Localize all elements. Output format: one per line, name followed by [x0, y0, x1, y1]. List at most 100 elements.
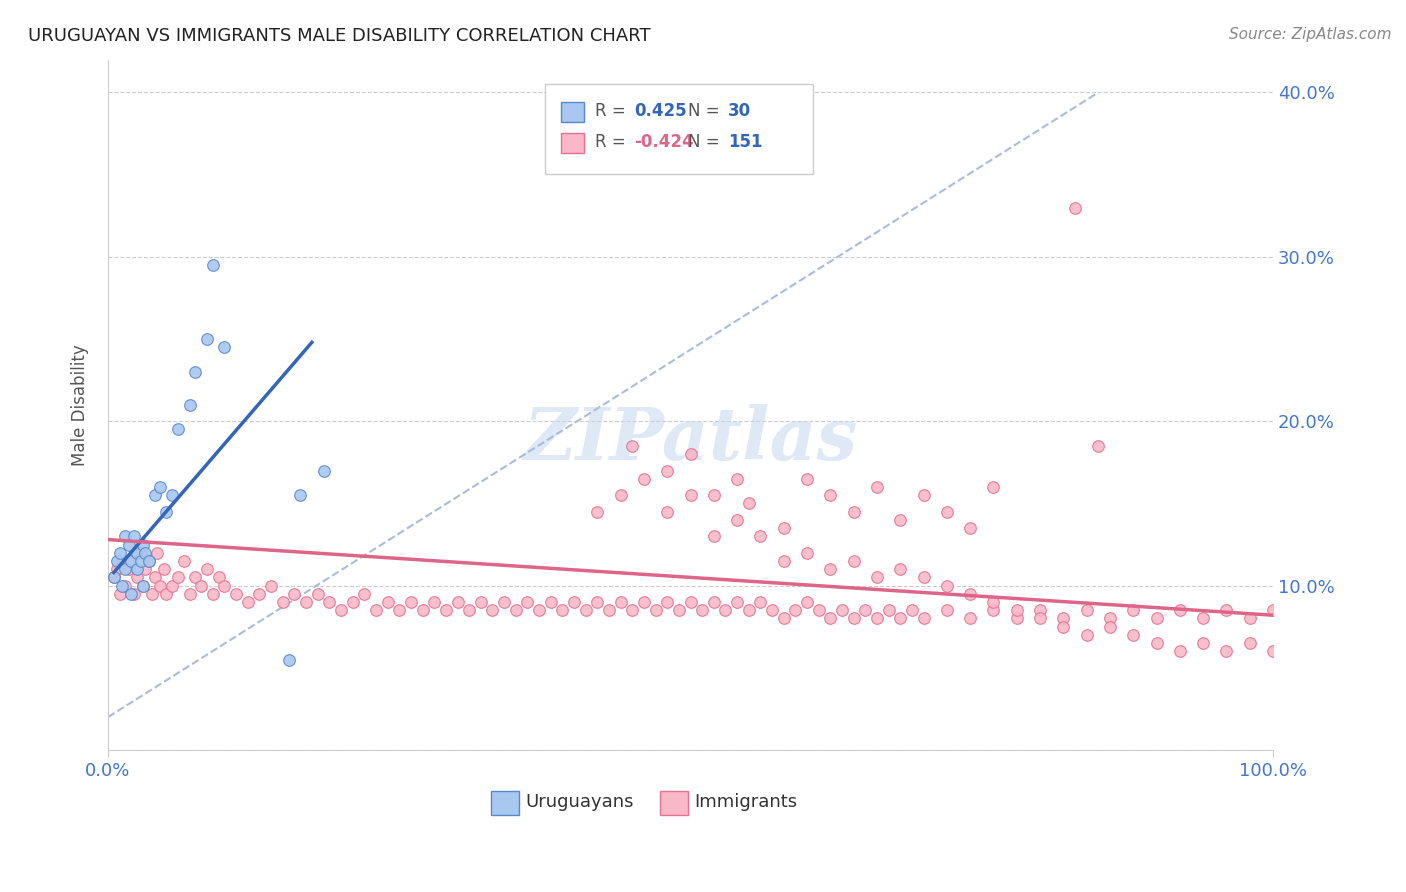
Point [114, 562, 136, 576]
FancyBboxPatch shape [561, 133, 585, 153]
Point [679, 595, 702, 609]
FancyBboxPatch shape [561, 102, 585, 122]
Point [318, 595, 340, 609]
Point [633, 472, 655, 486]
Point [312, 464, 335, 478]
Point [120, 554, 142, 568]
Point [103, 570, 125, 584]
Text: ZIPatlas: ZIPatlas [523, 404, 858, 475]
Point [423, 595, 446, 609]
Point [796, 595, 818, 609]
Point [831, 603, 853, 617]
FancyBboxPatch shape [546, 84, 813, 174]
Point [562, 595, 585, 609]
Point [586, 505, 609, 519]
Point [167, 422, 190, 436]
Point [138, 554, 160, 568]
Point [761, 603, 783, 617]
Point [105, 562, 128, 576]
Point [866, 611, 889, 625]
Point [725, 595, 748, 609]
Point [505, 603, 527, 617]
Point [195, 562, 218, 576]
Point [983, 595, 1005, 609]
Point [1215, 603, 1237, 617]
Point [122, 587, 145, 601]
Point [1087, 439, 1109, 453]
Point [842, 505, 865, 519]
Point [842, 611, 865, 625]
Point [201, 587, 224, 601]
Point [1146, 636, 1168, 650]
Point [1064, 201, 1087, 215]
Point [179, 587, 201, 601]
Point [195, 332, 218, 346]
Point [108, 546, 131, 560]
Point [866, 480, 889, 494]
Point [103, 570, 125, 584]
Point [703, 595, 725, 609]
Point [446, 595, 468, 609]
Point [703, 529, 725, 543]
Point [657, 595, 679, 609]
Point [283, 587, 305, 601]
Point [842, 554, 865, 568]
Point [295, 595, 318, 609]
Point [889, 513, 911, 527]
Point [901, 603, 924, 617]
Text: -0.424: -0.424 [634, 134, 695, 152]
Point [1005, 611, 1028, 625]
FancyBboxPatch shape [661, 791, 688, 815]
Point [184, 365, 207, 379]
Point [912, 611, 935, 625]
Point [609, 488, 631, 502]
Point [434, 603, 457, 617]
Point [470, 595, 492, 609]
Point [208, 570, 231, 584]
Point [105, 554, 128, 568]
Point [458, 603, 481, 617]
Point [134, 546, 156, 560]
Point [1168, 603, 1191, 617]
Point [1029, 611, 1052, 625]
Point [935, 603, 957, 617]
Point [277, 652, 299, 666]
Point [820, 562, 842, 576]
Point [1076, 603, 1098, 617]
Point [516, 595, 538, 609]
Point [714, 603, 737, 617]
Point [621, 603, 644, 617]
Y-axis label: Male Disability: Male Disability [72, 344, 89, 466]
Point [481, 603, 503, 617]
Point [160, 488, 183, 502]
Point [377, 595, 399, 609]
Text: 0.425: 0.425 [634, 103, 688, 120]
Point [889, 562, 911, 576]
Point [877, 603, 900, 617]
Point [1005, 603, 1028, 617]
Point [127, 570, 149, 584]
Point [179, 398, 201, 412]
Point [132, 579, 155, 593]
Point [912, 570, 935, 584]
Point [143, 570, 166, 584]
Point [866, 570, 889, 584]
Point [111, 579, 134, 593]
Point [129, 546, 152, 560]
Point [820, 611, 842, 625]
Text: N =: N = [688, 103, 720, 120]
Text: Immigrants: Immigrants [695, 793, 797, 811]
Point [785, 603, 807, 617]
Point [1192, 636, 1215, 650]
Point [749, 529, 772, 543]
Point [772, 554, 794, 568]
Point [149, 579, 172, 593]
Point [1122, 628, 1144, 642]
Point [399, 595, 422, 609]
Point [1261, 603, 1284, 617]
Point [725, 472, 748, 486]
Point [225, 587, 247, 601]
Point [132, 579, 155, 593]
Point [364, 603, 387, 617]
Point [935, 579, 957, 593]
